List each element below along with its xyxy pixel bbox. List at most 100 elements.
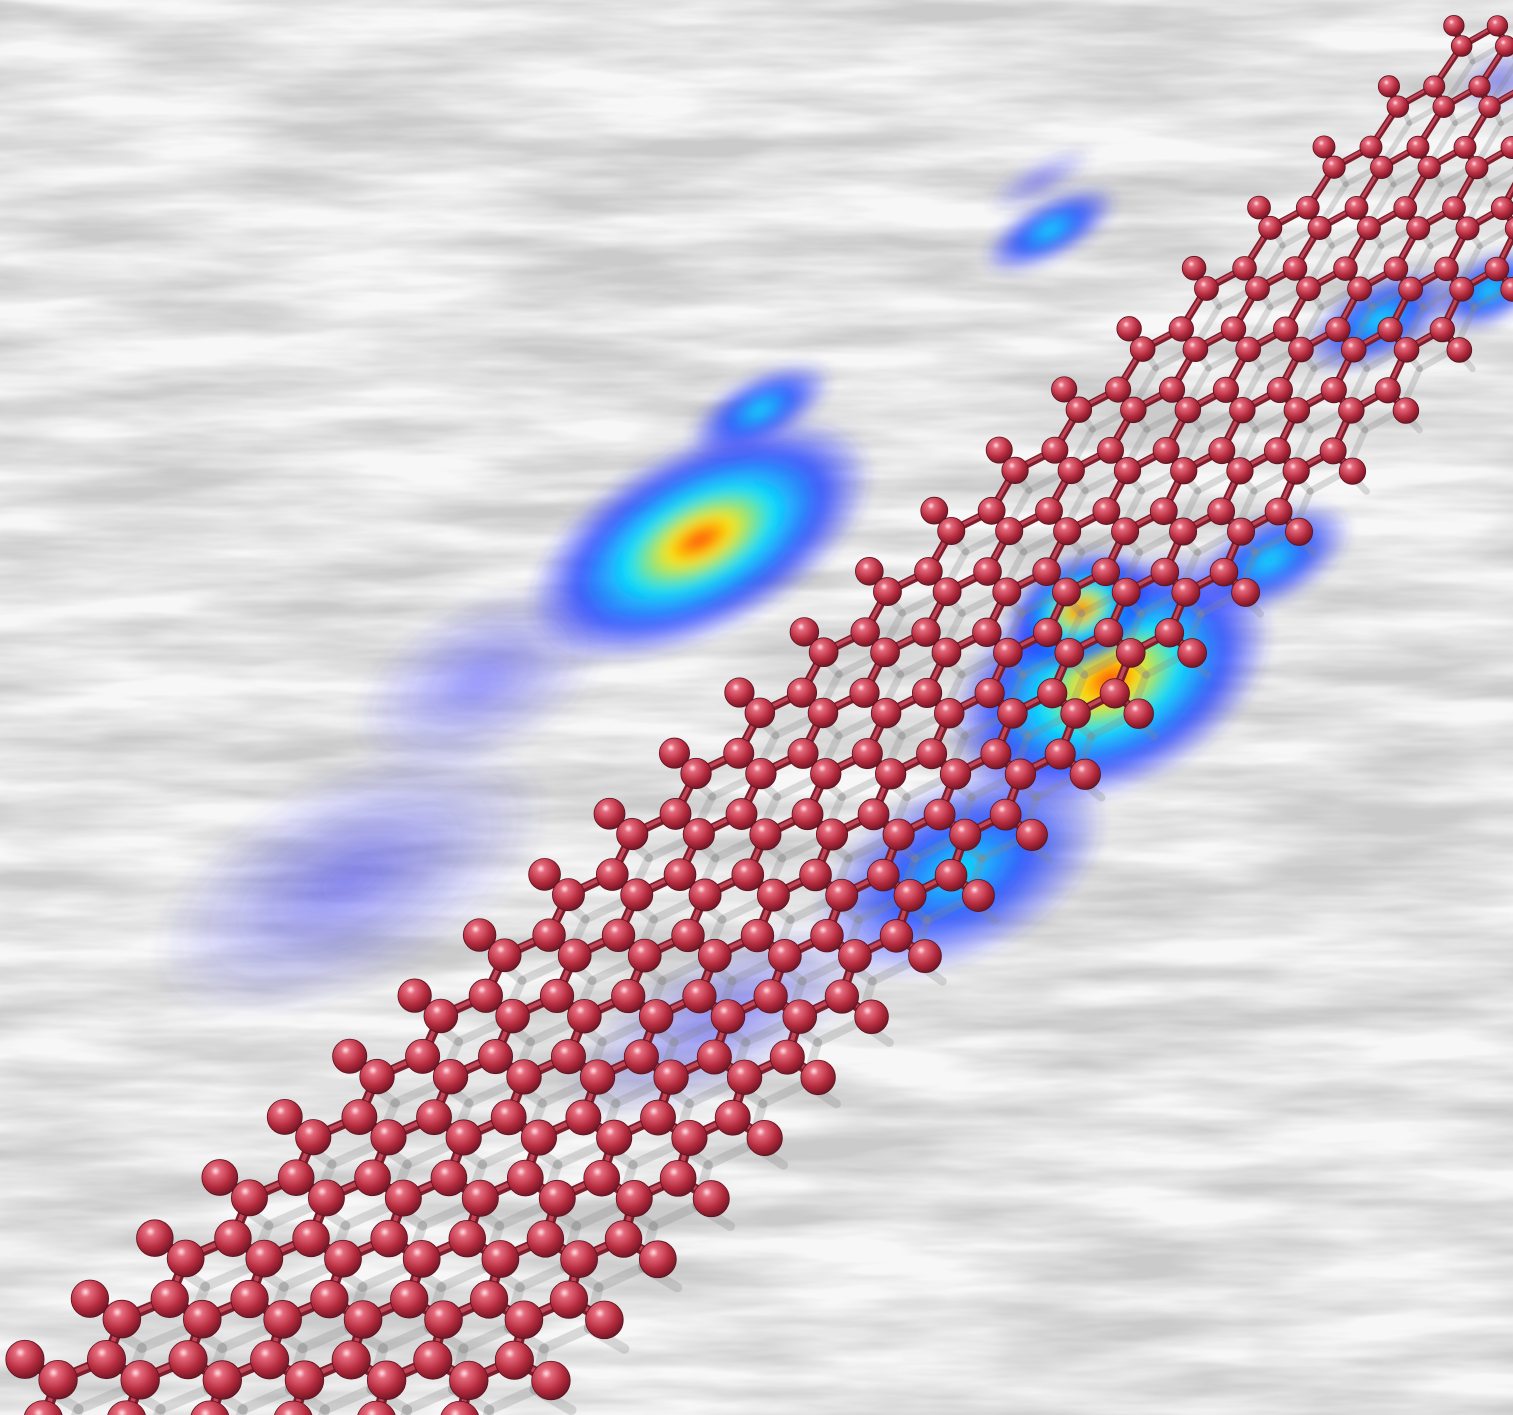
carbon-atom <box>1449 276 1475 302</box>
carbon-atom <box>682 979 717 1014</box>
carbon-atom <box>490 1099 527 1136</box>
carbon-atom <box>882 818 915 851</box>
carbon-atom <box>620 878 654 912</box>
bond-shadow <box>464 1078 519 1108</box>
carbon-atom <box>5 1339 45 1379</box>
carbon-atom <box>1344 195 1369 220</box>
bond-shadow <box>922 895 973 925</box>
carbon-atom <box>552 878 585 912</box>
carbon-atom <box>1194 276 1219 301</box>
carbon-atom <box>939 758 972 790</box>
carbon-atom <box>495 998 530 1034</box>
bond-shadow <box>340 1200 397 1231</box>
carbon-atom <box>974 677 1005 709</box>
carbon-atom <box>440 1400 479 1415</box>
carbon-atom <box>1383 256 1409 282</box>
heat-blob <box>986 146 1094 214</box>
bond-shadow <box>854 895 905 925</box>
carbon-atom <box>824 979 860 1014</box>
carbon-atom <box>250 1340 290 1380</box>
carbon-atom <box>332 1038 368 1074</box>
carbon-atom <box>769 1039 805 1075</box>
carbon-atom <box>1338 457 1367 485</box>
bond-shadow <box>297 1322 355 1354</box>
carbon-atom <box>1069 758 1101 790</box>
carbon-atom <box>1129 336 1156 362</box>
carbon-atom <box>1370 155 1394 179</box>
bond-shadow <box>1485 167 1513 188</box>
carbon-atom <box>1283 397 1311 424</box>
carbon-atom <box>1285 517 1314 546</box>
bond-shadow <box>458 1323 514 1354</box>
carbon-atom <box>1093 617 1124 648</box>
bond-shadow <box>813 1017 865 1047</box>
bond-shadow <box>967 772 1016 802</box>
carbon-atom <box>214 1219 252 1258</box>
bond-shadow <box>538 1323 594 1354</box>
carbon-atom <box>1486 15 1509 37</box>
carbon-atom <box>807 697 839 729</box>
carbon-atom <box>1282 457 1310 485</box>
bond-shadow <box>758 1078 810 1109</box>
carbon-atom <box>1312 135 1336 159</box>
carbon-atom <box>923 798 956 831</box>
carbon-atom <box>494 1340 534 1380</box>
carbon-atom <box>579 1059 616 1095</box>
carbon-atom <box>1033 617 1063 648</box>
carbon-atom <box>973 557 1002 586</box>
carbon-atom <box>1212 376 1239 403</box>
bond-shadow <box>279 1261 336 1292</box>
carbon-atom <box>413 1340 453 1380</box>
carbon-atom <box>1041 436 1069 464</box>
bond-shadow <box>477 1139 532 1170</box>
carbon-atom <box>461 1179 499 1217</box>
carbon-atom <box>1099 678 1130 709</box>
carbon-atom <box>539 978 575 1014</box>
carbon-atom <box>1377 316 1403 343</box>
carbon-atom <box>810 758 842 790</box>
heat-blob <box>526 417 874 663</box>
carbon-atom <box>1154 618 1185 648</box>
carbon-atom <box>680 757 712 790</box>
carbon-atom <box>1429 316 1455 343</box>
carbon-atom <box>724 677 755 708</box>
carbon-atom <box>384 1179 422 1217</box>
bond-shadow <box>1087 711 1135 741</box>
carbon-atom <box>692 1180 730 1218</box>
bond-shadow <box>911 834 961 863</box>
carbon-atom <box>1386 95 1410 118</box>
carbon-atom <box>307 1179 345 1217</box>
carbon-atom <box>596 1119 633 1156</box>
carbon-atom <box>1171 577 1201 607</box>
carbon-atom <box>756 878 790 912</box>
carbon-atom <box>1490 196 1513 221</box>
bond-shadow <box>1379 120 1413 167</box>
carbon-atom <box>1051 376 1078 403</box>
bond-shadow <box>593 1262 648 1293</box>
carbon-atom <box>1054 637 1085 668</box>
carbon-atom <box>341 1099 378 1135</box>
carbon-atom <box>1092 497 1121 525</box>
bond-shadow <box>319 1384 377 1415</box>
carbon-atom <box>1446 337 1473 363</box>
carbon-atom <box>1393 337 1420 363</box>
bond-shadow <box>1142 650 1189 679</box>
bond-shadow <box>200 1261 258 1292</box>
carbon-atom <box>1377 75 1400 98</box>
carbon-atom <box>1227 517 1256 546</box>
carbon-atom <box>787 737 819 769</box>
carbon-atom <box>934 698 965 729</box>
carbon-atom <box>1504 217 1513 240</box>
carbon-atom <box>107 1400 146 1415</box>
carbon-atom <box>565 1099 602 1136</box>
carbon-atom <box>504 1300 544 1340</box>
carbon-atom <box>1338 397 1365 424</box>
bond-shadow <box>867 956 919 986</box>
carbon-atom <box>1060 698 1091 729</box>
bond-shadow <box>402 1139 458 1170</box>
carbon-atom <box>390 1280 429 1319</box>
carbon-atom <box>989 798 1022 831</box>
bond-shadow <box>703 1139 756 1170</box>
carbon-atom <box>616 818 649 851</box>
bond-shadow <box>717 894 769 924</box>
